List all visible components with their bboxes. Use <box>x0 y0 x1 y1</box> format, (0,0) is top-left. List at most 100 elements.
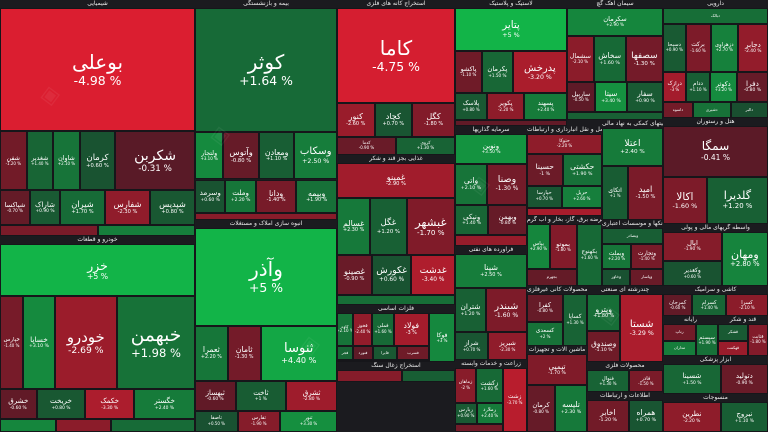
treemap-tile[interactable]: حکشتی +1.90 % <box>562 154 602 186</box>
treemap-tile[interactable]: سصفها -1.30 % <box>625 36 663 82</box>
treemap-tile[interactable]: کروی +1.30 % <box>396 136 455 155</box>
treemap-tile[interactable]: خگستر +2.40 % <box>134 389 195 419</box>
treemap-tile[interactable]: پاکشو -1.10 % <box>455 51 483 93</box>
treemap-tile[interactable]: ولتجار +3.10 % <box>195 131 224 180</box>
treemap-tile[interactable]: کاما -4.75 % <box>337 8 455 103</box>
treemap-tile[interactable]: غگل +1.20 % <box>370 198 407 256</box>
treemap-tile[interactable]: خزر +5 % <box>0 244 195 297</box>
treemap-tile[interactable]: سیتا +3.40 % <box>595 81 627 113</box>
treemap-tile[interactable]: بکهنوج +1.60 % <box>576 224 602 286</box>
treemap-tile[interactable]: زملارد +2.40 % <box>476 402 503 425</box>
treemap-tile[interactable]: ثنور +3.30 % <box>280 410 337 432</box>
treemap-tile[interactable]: سخاش +1.60 % <box>593 36 626 82</box>
treemap-tile[interactable]: شفارس -2.30 % <box>105 190 150 226</box>
treemap-tile[interactable]: زکشت +1.60 % <box>476 368 503 403</box>
treemap-tile[interactable]: زشت -3.70 % <box>502 368 527 432</box>
treemap-tile[interactable]: اکالا -1.60 % <box>663 176 707 224</box>
treemap-tile[interactable]: زفجر <box>455 424 503 432</box>
treemap-tile[interactable]: درازک -3 % <box>663 71 687 103</box>
treemap-tile[interactable]: خاور <box>111 418 195 432</box>
treemap-tile[interactable]: دکوثر +3.20 % <box>709 71 737 103</box>
treemap-tile[interactable]: ثفارس -1.90 % <box>237 410 281 432</box>
treemap-tile[interactable]: غمینو -2.90 % <box>337 163 455 199</box>
treemap-tile[interactable]: پکرمان +1.50 % <box>482 51 513 93</box>
treemap-tile[interactable]: خودرو -2.69 % <box>54 296 117 390</box>
treemap-tile[interactable]: وسرمد +0.60 % <box>195 179 226 213</box>
treemap-tile[interactable]: قثابت -1.80 % <box>748 324 768 356</box>
treemap-tile[interactable]: پسهند +2.40 % <box>524 93 567 120</box>
treemap-tile[interactable]: فلوله <box>337 360 430 363</box>
treemap-tile[interactable]: خریخت +0.80 % <box>36 389 86 419</box>
treemap-tile[interactable]: وپاسار <box>630 268 663 286</box>
treemap-tile[interactable]: پدرخش -3.20 % <box>512 51 567 93</box>
treemap-tile[interactable]: سمگا -0.41 % <box>663 126 768 177</box>
treemap-tile[interactable]: وپترو +1.80 % <box>587 294 621 332</box>
treemap-tile[interactable]: کدما -0.90 % <box>337 136 396 155</box>
treemap-tile[interactable]: وصنا -1.30 % <box>487 163 527 205</box>
treemap-tile[interactable]: اعتلا +2.40 % <box>602 128 663 167</box>
treemap-tile[interactable]: شپنا +2.50 % <box>455 254 527 288</box>
treemap-tile[interactable]: شستا -3.29 % <box>620 294 663 362</box>
treemap-tile[interactable]: غسالم +2.30 % <box>337 198 371 256</box>
treemap-tile[interactable]: کاوه +2.10 % <box>337 313 353 346</box>
treemap-tile[interactable]: خکمک -3.30 % <box>85 389 135 419</box>
treemap-tile[interactable]: وکغدیر +0.60 % <box>663 260 722 286</box>
treemap-tile[interactable]: دالبر <box>730 102 768 118</box>
treemap-tile[interactable]: پارس <box>455 119 567 126</box>
treemap-tile[interactable]: سفار +0.90 % <box>627 81 663 113</box>
treemap-tile[interactable]: بجهرم <box>527 269 577 286</box>
treemap-tile[interactable]: فخوز -2.40 % <box>352 313 373 346</box>
treemap-tile[interactable]: وملت +2.20 % <box>225 179 256 213</box>
treemap-tile[interactable]: کساپا +1.30 % <box>563 294 587 346</box>
treemap-tile[interactable]: فملی +1.60 % <box>372 313 394 346</box>
treemap-tile[interactable]: ثنوسا +4.40 % <box>260 325 337 381</box>
treemap-tile[interactable]: دجابر -2.40 % <box>738 23 768 72</box>
treemap-tile[interactable]: حپارسا +0.70 % <box>527 185 562 208</box>
treemap-tile[interactable]: ونوین +3.50 % <box>455 134 527 164</box>
treemap-tile[interactable]: اتکای +1 % <box>602 166 629 220</box>
treemap-tile[interactable]: تلیسه +2.30 % <box>555 385 587 432</box>
treemap-tile[interactable]: قشکر <box>718 324 748 342</box>
treemap-tile[interactable]: تپمپی -1.70 % <box>527 354 587 386</box>
treemap-tile[interactable]: حریل +2.60 % <box>561 185 602 208</box>
treemap-tile[interactable]: مداران <box>663 341 696 356</box>
treemap-tile[interactable]: رتاپ <box>663 324 696 342</box>
treemap-tile[interactable]: امید -1.50 % <box>628 166 663 220</box>
treemap-tile[interactable]: بوعلی -4.98 % <box>0 8 195 132</box>
treemap-tile[interactable]: شغدیر +1.40 % <box>26 131 54 191</box>
treemap-tile[interactable]: نبروج +1.10 % <box>720 402 768 432</box>
treemap-tile[interactable]: ددام +1.10 % <box>686 71 710 103</box>
treemap-tile[interactable]: کرمان +0.60 % <box>79 131 116 191</box>
treemap-tile[interactable]: نطرین -2.20 % <box>663 402 721 432</box>
treemap-tile[interactable]: ثامان -1.30 % <box>227 325 261 381</box>
treemap-tile[interactable]: شپاکسا -0.70 % <box>0 190 30 226</box>
treemap-tile[interactable]: کنور -2.60 % <box>337 102 375 137</box>
treemap-tile[interactable]: شیران +1.70 % <box>60 190 105 226</box>
treemap-tile[interactable]: شراز +0.70 % <box>455 332 489 360</box>
treemap-tile[interactable]: دبالک <box>663 8 768 24</box>
treemap-tile[interactable]: غپینو <box>337 294 455 305</box>
treemap-tile[interactable]: شپدیس +0.80 % <box>150 190 195 226</box>
treemap-tile[interactable]: غبشهر -1.70 % <box>406 198 455 256</box>
treemap-tile[interactable]: شبریز <box>0 225 98 236</box>
treemap-tile[interactable]: ثاصفا +0.50 % <box>195 410 238 432</box>
treemap-tile[interactable]: ومهان +2.80 % <box>721 232 768 286</box>
treemap-tile[interactable]: وامید <box>195 212 337 220</box>
treemap-tile[interactable]: خبهمن +1.98 % <box>117 296 195 390</box>
treemap-tile[interactable]: حتوکا -2.20 % <box>527 134 602 155</box>
treemap-tile[interactable]: وبهمن -0.80 % <box>488 204 527 235</box>
treemap-tile[interactable]: زماهان -2 % <box>455 368 477 403</box>
treemap-tile[interactable]: فوکا +3 % <box>429 313 455 362</box>
treemap-tile[interactable]: کمرجان -0.60 % <box>663 294 693 316</box>
treemap-tile[interactable]: شبریز -2.30 % <box>488 332 527 360</box>
treemap-tile[interactable]: کوثر +1.64 % <box>195 8 337 132</box>
treemap-tile[interactable]: ثبهساز -0.60 % <box>195 381 236 411</box>
treemap-tile[interactable]: کسعدی +2 % <box>527 321 563 346</box>
treemap-tile[interactable]: پلاسک +0.80 % <box>455 93 487 120</box>
treemap-tile[interactable]: کرمان -0.80 % <box>527 385 555 432</box>
treemap-tile[interactable]: غدشت -3.40 % <box>411 255 455 295</box>
treemap-tile[interactable]: وآتوس -0.80 % <box>223 131 259 180</box>
treemap-tile[interactable]: کفرا -0.80 % <box>527 294 563 322</box>
treemap-tile[interactable]: خپارس -1.40 % <box>0 296 24 390</box>
treemap-tile[interactable]: پکویر -2.20 % <box>487 93 525 120</box>
